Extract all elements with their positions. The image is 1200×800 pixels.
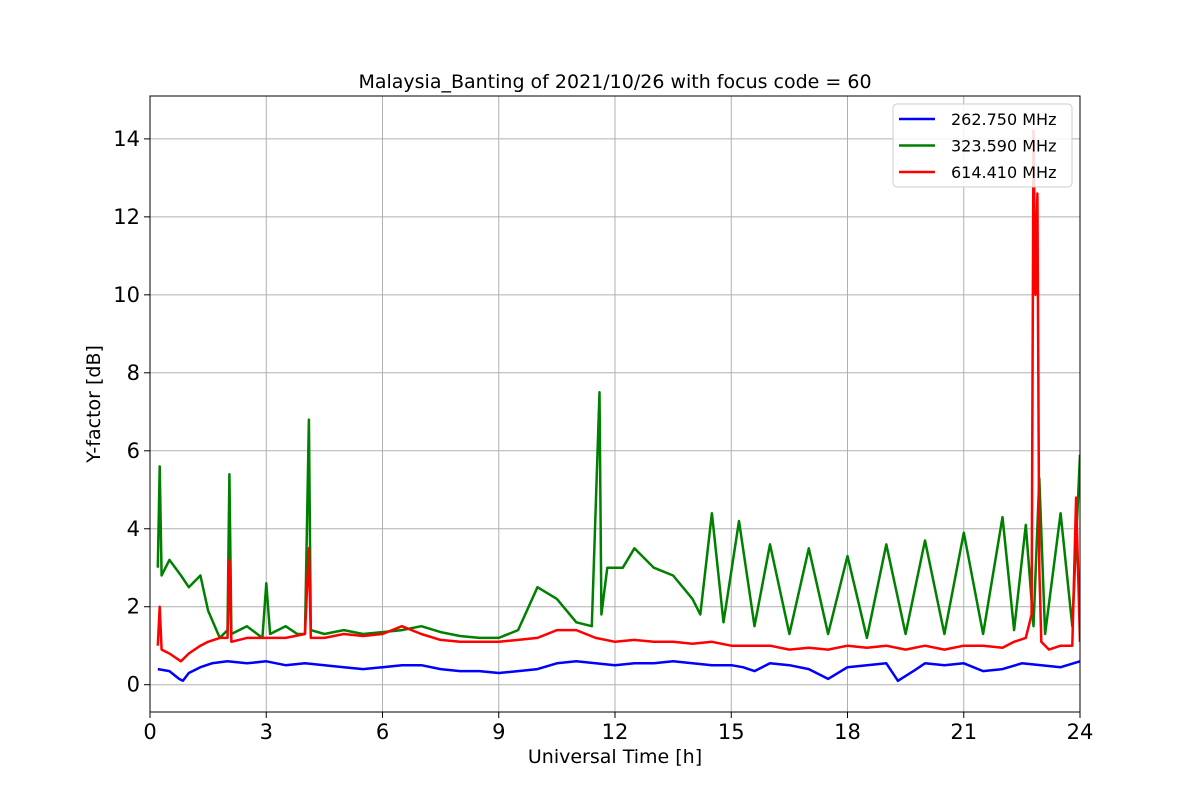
x-axis-label: Universal Time [h] <box>528 746 702 768</box>
x-tick-label: 15 <box>718 720 745 744</box>
x-tick-label: 24 <box>1067 720 1094 744</box>
series-line-1 <box>157 660 1080 683</box>
legend: 262.750 MHz 323.590 MHz 614.410 MHz <box>892 103 1073 188</box>
y-tick-label: 8 <box>127 361 140 385</box>
series-layer <box>156 129 1080 683</box>
y-tick-label: 6 <box>127 439 140 463</box>
y-tick-label: 2 <box>127 595 140 619</box>
legend-label: 614.410 MHz <box>951 163 1056 182</box>
x-axis: 0 3 6 9 12 15 18 21 24 <box>143 712 1093 744</box>
series-line-2 <box>156 391 1080 640</box>
x-tick-label: 9 <box>492 720 505 744</box>
x-tick-label: 3 <box>260 720 273 744</box>
chart-title: Malaysia_Banting of 2021/10/26 with focu… <box>358 71 871 93</box>
x-tick-label: 6 <box>376 720 389 744</box>
y-axis-label: Y-factor [dB] <box>83 345 105 464</box>
series-line-3 <box>156 129 1080 663</box>
x-tick-label: 18 <box>834 720 861 744</box>
legend-label: 262.750 MHz <box>951 110 1056 129</box>
y-tick-label: 10 <box>113 283 140 307</box>
y-tick-label: 12 <box>113 205 140 229</box>
y-tick-label: 0 <box>127 673 140 697</box>
x-tick-label: 0 <box>143 720 156 744</box>
x-tick-label: 12 <box>602 720 629 744</box>
legend-box <box>892 103 1073 188</box>
legend-label: 323.590 MHz <box>951 137 1056 156</box>
y-tick-label: 4 <box>127 517 140 541</box>
y-tick-label: 14 <box>113 127 140 151</box>
y-axis: 0 2 4 6 8 10 12 14 <box>113 127 150 697</box>
x-tick-label: 21 <box>950 720 977 744</box>
